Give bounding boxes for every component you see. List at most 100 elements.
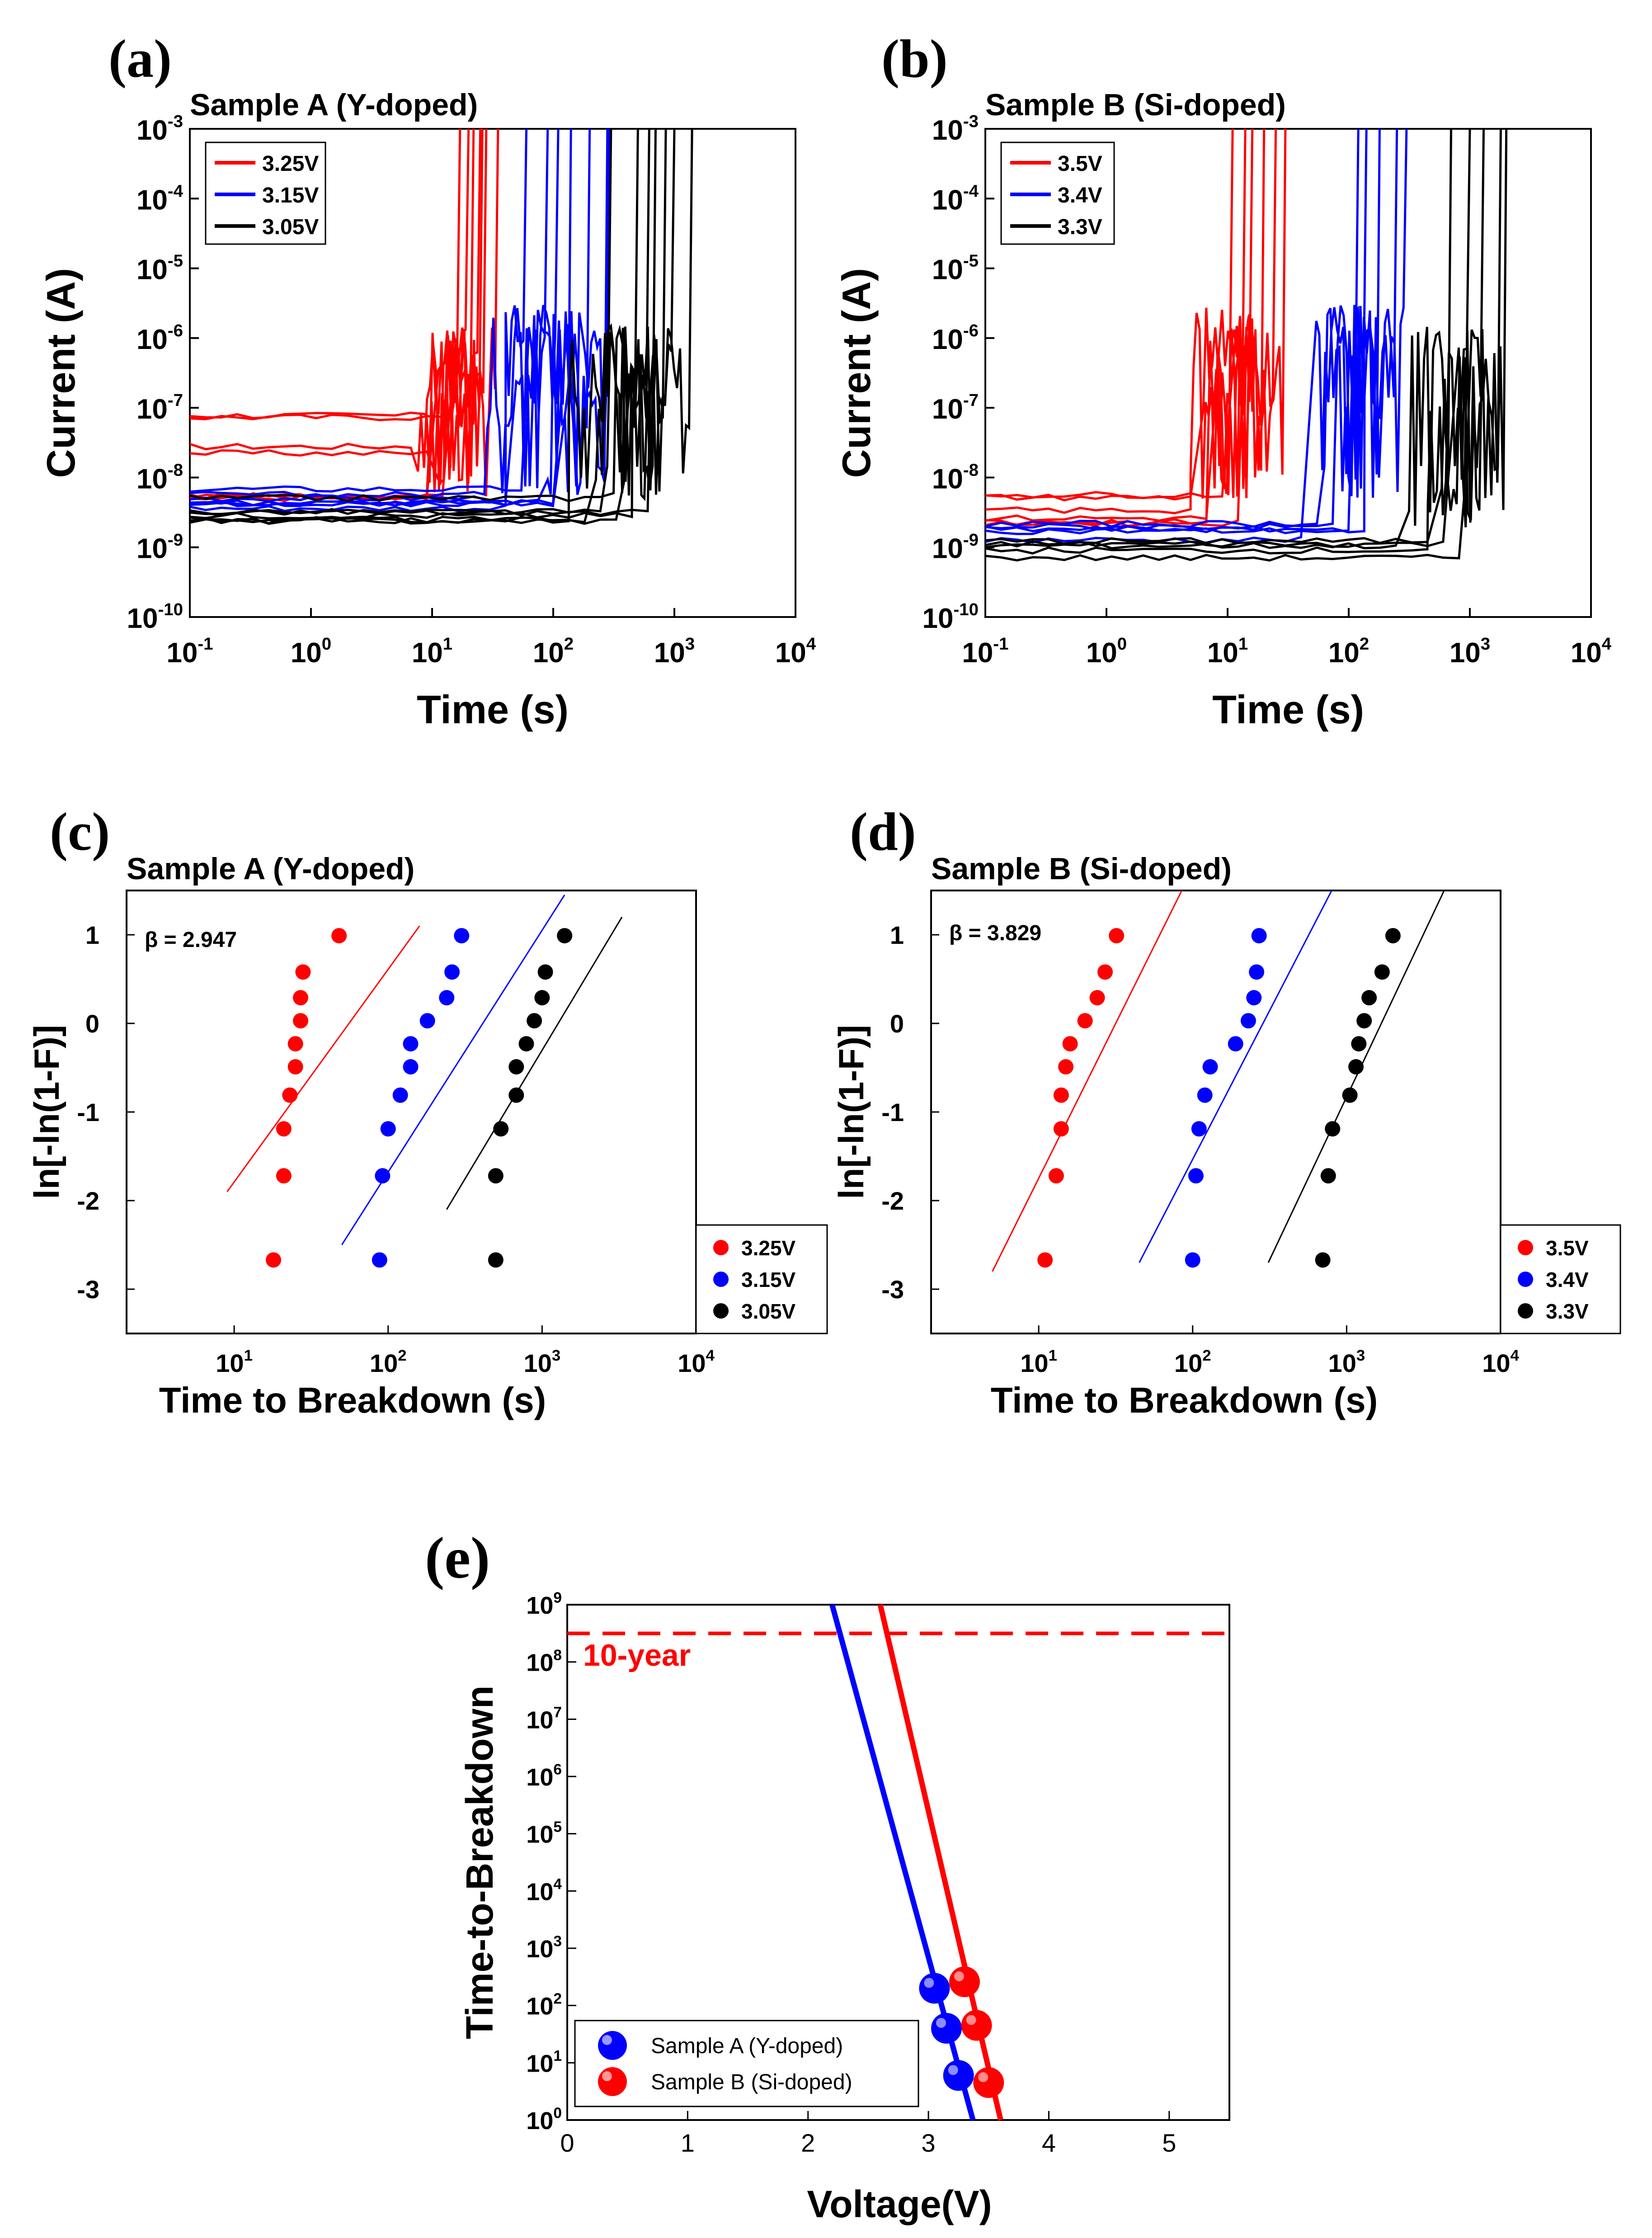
x-axis-label-d: Time to Breakdown (s) — [991, 1380, 1378, 1420]
legend-label-d-2: 3.4V — [1546, 1268, 1589, 1291]
point-3.05V-8 — [534, 990, 550, 1006]
legend-label-a-2: 3.15V — [262, 184, 319, 207]
plot-frame-e — [566, 1604, 1230, 2121]
legend-marker-d-1 — [1518, 1240, 1533, 1255]
trace-3.4V-5 — [985, 128, 1408, 533]
point-3.5V-1 — [1037, 1252, 1053, 1268]
fit-line-3.05V — [446, 917, 623, 1210]
point-Sample A (Y-doped)-2 — [931, 2013, 962, 2044]
legend-label-b-2: 3.4V — [1058, 184, 1102, 207]
point-highlight-2 — [936, 2018, 946, 2028]
x-tick-label: 104 — [678, 1347, 715, 1377]
y-tick-label: -1 — [77, 1098, 99, 1126]
legend-label-d-3: 3.3V — [1546, 1300, 1589, 1323]
series-c — [226, 894, 623, 1268]
x-tick-label: 100 — [1086, 634, 1127, 669]
point-3.15V-2 — [375, 1168, 391, 1184]
point-3.05V-3 — [493, 1121, 509, 1137]
x-axis-label-a: Time (s) — [417, 687, 569, 732]
y-tick-label: 10-9 — [932, 530, 979, 565]
panel-label-a: (a) — [108, 28, 172, 89]
legend-marker-e-1 — [598, 2031, 627, 2060]
y-tick-label: 10-3 — [136, 112, 183, 146]
point-3.4V-5 — [1202, 1059, 1218, 1075]
y-tick-label: 103 — [526, 1933, 562, 1963]
point-Sample A (Y-doped)-3 — [943, 2060, 974, 2091]
y-tick-label: 10-10 — [127, 600, 183, 634]
y-tick-label: 10-6 — [932, 321, 979, 355]
y-axis-label-b: Current (A) — [834, 268, 879, 478]
point-highlight-1 — [924, 1978, 934, 1988]
x-tick-label: 10-1 — [962, 634, 1008, 669]
y-tick-label: 10-6 — [136, 321, 183, 355]
y-tick-label: 10-4 — [136, 181, 184, 216]
point-3.4V-1 — [1185, 1252, 1200, 1268]
fit-line-3.25V — [226, 925, 420, 1192]
chart-title-c: Sample A (Y-doped) — [127, 852, 414, 886]
point-3.05V-1 — [488, 1252, 504, 1268]
y-tick-label: 0 — [890, 1009, 904, 1038]
series-e — [567, 1604, 1229, 2121]
trace-3.4V-1 — [985, 128, 1360, 544]
point-3.4V-8 — [1246, 990, 1262, 1006]
y-tick-label: -2 — [77, 1187, 99, 1215]
trace-3.25V-6 — [189, 128, 488, 468]
point-3.15V-3 — [380, 1121, 396, 1137]
x-axis-label-b: Time (s) — [1212, 687, 1364, 732]
y-tick-label: 1 — [890, 921, 904, 949]
x-axis-label-e: Voltage(V) — [807, 2183, 992, 2225]
series-b — [985, 128, 1508, 562]
point-highlight-2 — [966, 2015, 976, 2025]
x-tick-label: 102 — [370, 1347, 407, 1377]
legend-marker-e-2 — [598, 2067, 627, 2096]
legend-c: 3.25V 3.15V 3.05V — [695, 1224, 828, 1334]
legend-label-e-1: Sample A (Y-doped) — [651, 2034, 843, 2058]
x-tick-label: 101 — [412, 634, 452, 669]
point-3.3V-10 — [1385, 928, 1401, 943]
trace-3.5V-2 — [985, 128, 1247, 502]
y-tick-label: 109 — [526, 1590, 562, 1619]
point-3.5V-4 — [1053, 1087, 1069, 1103]
point-3.5V-2 — [1048, 1168, 1064, 1184]
trace-3.15V-3 — [189, 128, 560, 503]
x-tick-label: 104 — [1571, 634, 1612, 669]
point-highlight-1 — [954, 1971, 964, 1982]
point-3.15V-7 — [419, 1013, 435, 1029]
y-tick-label: 101 — [526, 2048, 562, 2077]
y-tick-label: 10-9 — [136, 530, 183, 565]
beta-annotation-c: β = 2.947 — [145, 928, 237, 952]
point-3.05V-4 — [508, 1087, 524, 1103]
fit-line-3.15V — [341, 894, 565, 1245]
point-3.5V-5 — [1058, 1059, 1074, 1075]
panel-b: (b) Sample B (Si-doped) 10-1 100 101 102 103… — [834, 28, 1612, 732]
x-tick-label: 102 — [533, 634, 574, 669]
x-tick-label: 2 — [801, 2129, 815, 2157]
trace-3.05V-6 — [189, 128, 676, 520]
y-tick-label: 107 — [526, 1704, 562, 1734]
x-tick-label: 10-1 — [166, 634, 213, 669]
x-tick-label: 0 — [560, 2129, 574, 2157]
axis-ticks-c: 101 102 103 104 -3 -2 -1 0 1 — [77, 921, 715, 1377]
axis-ticks-e: 0 1 2 3 4 5 100 101 102 103 104 105 106 107 108 109 — [526, 1590, 1176, 2157]
trace-3.15V-6 — [189, 128, 609, 508]
beta-annotation-d: β = 3.829 — [949, 921, 1041, 945]
legend-marker-d-3 — [1518, 1303, 1533, 1319]
y-tick-label: -3 — [881, 1275, 904, 1304]
plot-frame-d — [930, 890, 1501, 1334]
legend-marker-c-2 — [713, 1272, 729, 1287]
x-tick-label: 103 — [1450, 634, 1490, 669]
point-3.5V-9 — [1097, 964, 1113, 980]
legend-label-d-1: 3.5V — [1546, 1236, 1589, 1260]
trace-3.3V-4 — [985, 128, 1502, 548]
point-3.5V-7 — [1077, 1013, 1093, 1029]
panel-label-e: (e) — [425, 1526, 490, 1591]
legend-d: 3.5V 3.4V 3.3V — [1500, 1224, 1621, 1334]
x-axis-label-c: Time to Breakdown (s) — [159, 1380, 546, 1420]
legend-box-e — [574, 2020, 919, 2107]
x-tick-label: 5 — [1162, 2129, 1176, 2157]
legend-label-a-1: 3.25V — [262, 152, 319, 176]
point-3.05V-2 — [488, 1168, 504, 1184]
legend-e: Sample A (Y-doped) Sample B (Si-doped) — [574, 2020, 919, 2107]
point-3.25V-3 — [276, 1121, 292, 1137]
